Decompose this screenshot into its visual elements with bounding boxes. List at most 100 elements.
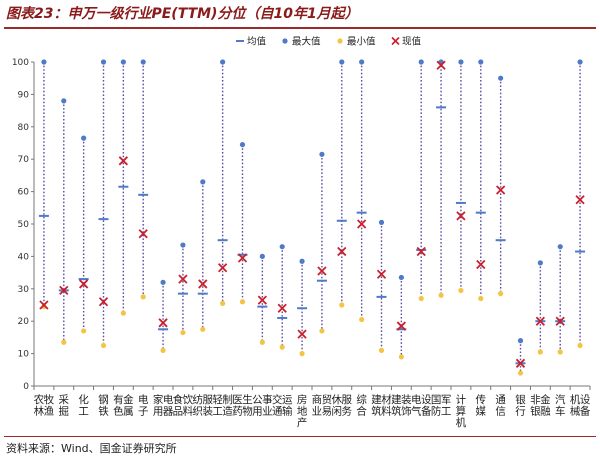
category-label: 通 [272,406,283,418]
category-label: 业 [312,406,323,418]
category-label: 牧 [44,393,55,406]
category-label: 制 [222,393,233,406]
min-point [359,316,365,323]
category-label: 军 [441,394,452,406]
current-value-mark [575,195,585,205]
category-label: 装 [203,405,214,418]
category-label: 建 [391,393,402,406]
category-label: 贸 [322,394,333,406]
max-point [180,242,186,248]
min-point [478,295,484,302]
current-x-stroke [515,358,526,368]
min-point [458,287,464,294]
category-label: 渔 [44,406,55,418]
current-value-mark [277,303,287,313]
category-label: 国 [431,394,442,406]
current-value-mark [39,300,49,310]
category-label: 输 [282,405,293,418]
category-label: 务 [342,405,353,418]
current-x-stroke [218,263,228,273]
y-tick-label: 10 [18,350,30,360]
current-x-stroke [317,266,327,276]
max-point [359,59,365,65]
min-point [200,326,206,332]
category-label: 料 [183,405,194,418]
category-label: 建 [371,393,382,406]
category-label: 算 [456,405,467,418]
current-x-stroke [79,279,89,289]
category-label: 食 [173,393,184,406]
category-label: 铁 [98,405,109,418]
min-point [557,349,563,355]
max-point [259,253,265,259]
category-label: 林 [34,405,45,418]
y-tick-label: 50 [18,220,30,230]
category-label: 工 [78,406,89,418]
current-value-mark [158,318,168,328]
max-point [319,151,325,157]
category-label: 物 [242,405,253,418]
max-point [398,274,404,281]
category-label: 闲 [332,405,343,418]
current-value-mark [376,269,387,279]
max-point [120,59,126,65]
current-x-stroke [198,279,208,289]
y-tick-label: 40 [18,252,30,262]
max-point [339,59,345,65]
category-label: 工 [212,406,223,418]
category-label: 综 [356,393,367,406]
current-x-stroke [277,303,287,313]
category-label: 用 [153,406,164,418]
category-label: 家 [153,393,164,406]
category-label: 品 [173,406,184,418]
category-label: 通 [495,394,506,406]
category-label: 钢 [98,393,109,406]
max-point [61,98,67,104]
category-label: 属 [123,406,134,418]
legend-label: 最小值 [347,36,376,48]
current-value-mark [357,219,367,229]
category-label: 服 [342,394,353,406]
max-point [41,59,47,65]
min-point [100,342,107,349]
category-label: 防 [431,405,442,418]
current-value-mark [456,211,466,221]
current-value-mark [416,246,426,257]
current-x-stroke [456,211,466,221]
max-point [81,135,87,141]
category-label: 器 [163,406,174,418]
current-x-stroke [416,246,426,257]
category-label: 备 [421,405,432,418]
current-value-mark [555,316,565,326]
title-divider [4,27,596,29]
legend-label: 均值 [247,36,267,48]
min-point [418,295,424,302]
source-note: 资料来源：Wind、国金证券研究所 [6,442,177,455]
category-label: 工 [441,406,452,418]
y-tick-label: 80 [18,123,30,133]
current-value-mark [218,263,228,273]
min-point [517,370,524,376]
min-point [339,302,345,308]
max-point [160,279,166,285]
current-value-mark [317,266,327,276]
category-label: 设 [421,394,432,406]
category-label: 造 [222,405,233,418]
category-label: 服 [203,394,214,406]
category-label: 料 [381,405,392,418]
legend: 均值 最大值 最小值 现值 [236,36,422,48]
current-value-mark [237,253,248,263]
max-point [200,179,206,185]
chart-title: 图表23：申万一级行业PE(TTM)分位（自10年1月起） [6,6,359,22]
category-label: 筑 [391,405,402,418]
current-value-mark [257,295,267,305]
category-label: 电 [411,393,422,406]
category-label: 信 [495,406,506,418]
min-point [120,310,126,316]
category-label: 电 [163,393,174,406]
category-label: 休 [332,394,343,406]
category-label: 易 [322,406,333,418]
current-value-mark [515,358,526,368]
category-label: 械 [570,405,581,418]
